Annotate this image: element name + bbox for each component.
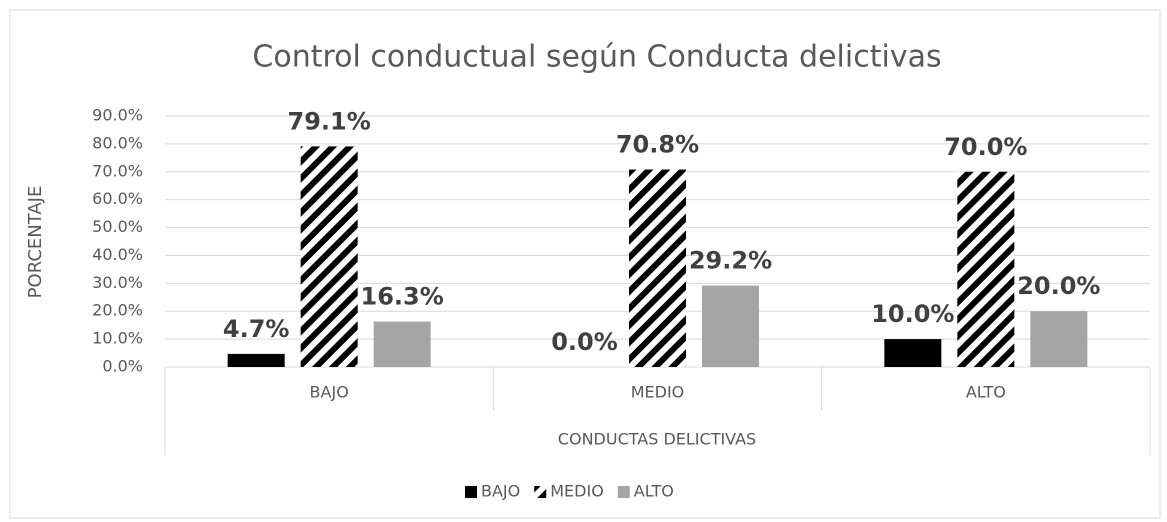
x-tick-label: MEDIO (631, 383, 685, 402)
y-tick-label: 70.0% (92, 161, 143, 180)
y-tick-label: 90.0% (92, 106, 143, 125)
y-tick-label: 20.0% (92, 301, 143, 320)
x-tick-label: ALTO (966, 383, 1006, 402)
y-tick-label: 80.0% (92, 133, 143, 152)
legend-swatch (617, 486, 630, 498)
y-tick-label: 40.0% (92, 245, 143, 264)
y-tick-label: 0.0% (102, 357, 143, 376)
legend-label: ALTO (634, 482, 674, 501)
legend-swatch (534, 486, 547, 498)
legend-swatch (465, 486, 477, 498)
y-axis-label: PORCENTAJE (25, 186, 46, 299)
bar (1030, 311, 1088, 367)
value-label: 10.0% (871, 300, 954, 328)
value-label: 20.0% (1017, 272, 1100, 300)
bar (300, 146, 358, 367)
value-label: 70.8% (616, 131, 699, 159)
x-axis-label: CONDUCTAS DELICTIVAS (558, 430, 756, 449)
bar (884, 339, 942, 367)
value-label: 70.0% (944, 133, 1027, 161)
value-label: 16.3% (361, 283, 444, 311)
x-tick-label: BAJO (310, 383, 349, 402)
value-label: 0.0% (551, 328, 618, 356)
y-tick-label: 10.0% (92, 329, 143, 348)
chart-title: Control conductual según Conducta delict… (252, 40, 941, 75)
y-tick-label: 50.0% (92, 217, 143, 236)
bar (227, 353, 285, 367)
bar (629, 169, 686, 367)
value-label: 79.1% (288, 107, 371, 135)
bar (702, 285, 759, 367)
y-tick-label: 60.0% (92, 189, 143, 208)
value-label: 29.2% (689, 247, 772, 275)
bar (373, 321, 431, 367)
bar (957, 171, 1015, 367)
y-tick-label: 30.0% (92, 273, 143, 292)
legend-label: BAJO (481, 482, 520, 501)
value-label: 4.7% (223, 315, 290, 343)
legend-label: MEDIO (550, 482, 604, 501)
